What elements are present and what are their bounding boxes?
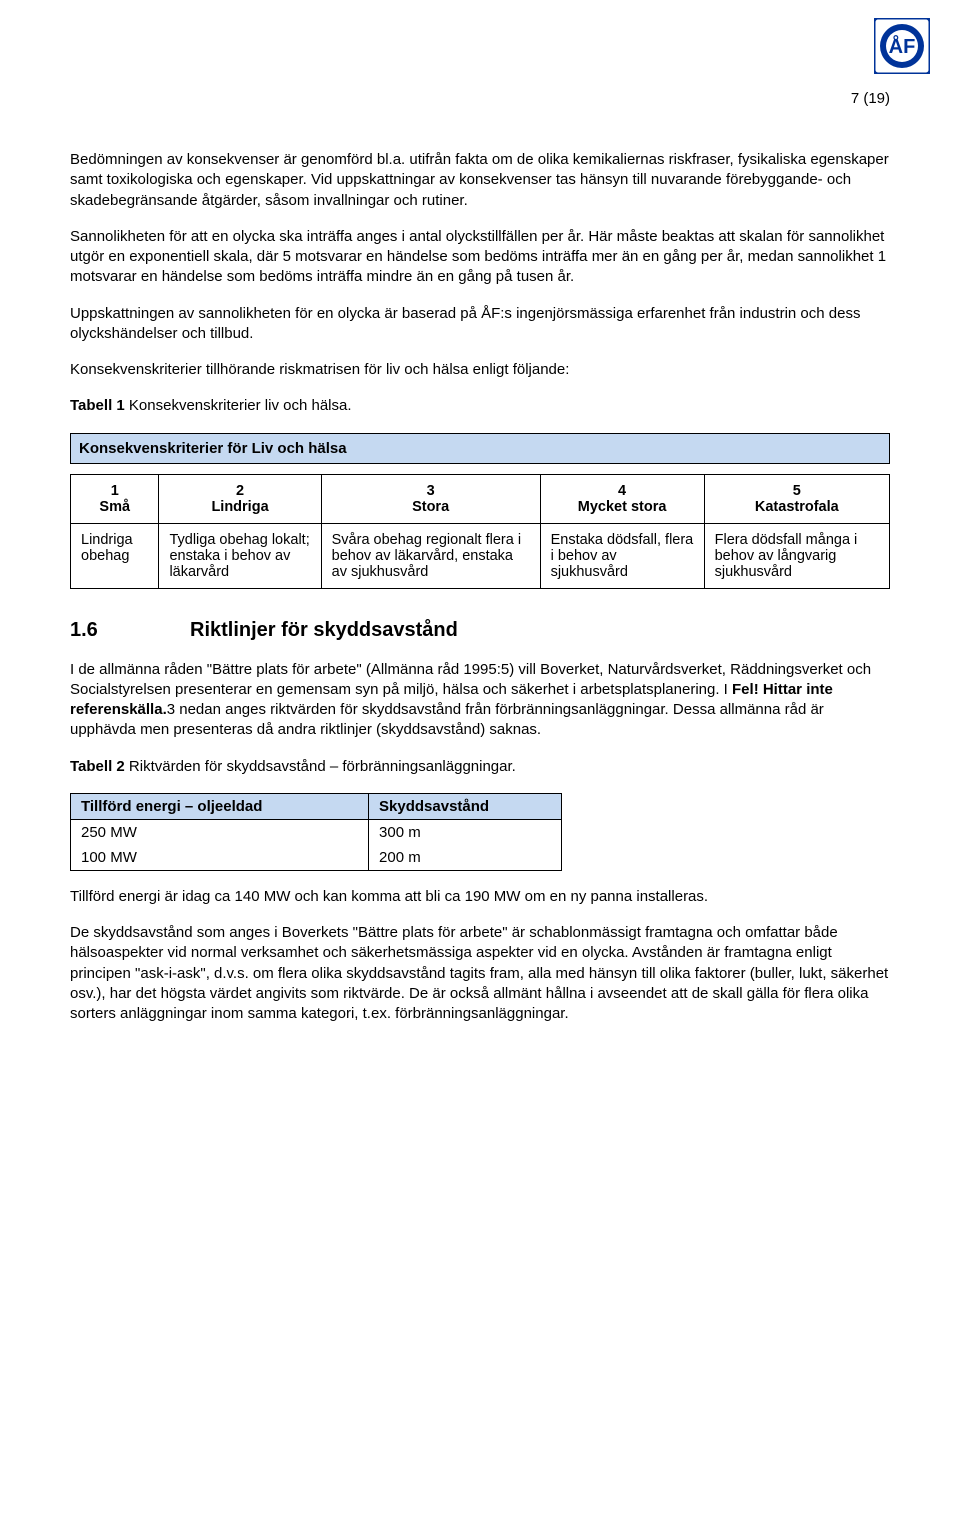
paragraph: Uppskattningen av sannolikheten för en o… [70, 304, 890, 345]
paragraph: De skyddsavstånd som anges i Boverkets "… [70, 923, 890, 1024]
criteria-title-bar: Konsekvenskriterier för Liv och hälsa [70, 433, 890, 464]
table-caption: Tabell 1 Konsekvenskriterier liv och häl… [70, 396, 890, 416]
caption-prefix: Tabell 2 [70, 758, 125, 775]
criteria-num: 5 [704, 474, 889, 499]
table-cell: 200 m [369, 845, 562, 871]
table-cell: 300 m [369, 819, 562, 845]
criteria-label: Lindriga [159, 499, 321, 524]
text-run: 3 nedan anges riktvärden för skyddsavstå… [70, 701, 824, 738]
table-cell: 250 MW [71, 819, 369, 845]
criteria-desc: Svåra obehag regionalt flera i behov av … [321, 523, 540, 588]
criteria-desc: Lindriga obehag [71, 523, 159, 588]
table-header: Skyddsavstånd [369, 793, 562, 819]
caption-prefix: Tabell 1 [70, 397, 125, 414]
page-content: Bedömningen av konsekvenser är genomförd… [70, 150, 890, 1024]
skydd-table: Tillförd energi – oljeeldad Skyddsavstån… [70, 793, 562, 871]
table-header: Tillförd energi – oljeeldad [71, 793, 369, 819]
criteria-num: 2 [159, 474, 321, 499]
page-number: 7 (19) [851, 90, 890, 107]
section-heading: 1.6Riktlinjer för skyddsavstånd [70, 619, 890, 642]
criteria-label: Katastrofala [704, 499, 889, 524]
criteria-label: Små [71, 499, 159, 524]
logo-af: ÅF [874, 18, 930, 74]
criteria-num: 4 [540, 474, 704, 499]
table-caption: Tabell 2 Riktvärden för skyddsavstånd – … [70, 757, 890, 777]
paragraph: Bedömningen av konsekvenser är genomförd… [70, 150, 890, 211]
paragraph: Sannolikheten för att en olycka ska intr… [70, 227, 890, 288]
criteria-label: Stora [321, 499, 540, 524]
criteria-num: 1 [71, 474, 159, 499]
table-cell: 100 MW [71, 845, 369, 871]
caption-rest: Riktvärden för skyddsavstånd – förbränni… [125, 758, 516, 775]
criteria-table: 1 2 3 4 5 Små Lindriga Stora Mycket stor… [70, 474, 890, 589]
paragraph: Konsekvenskriterier tillhörande riskmatr… [70, 360, 890, 380]
svg-text:ÅF: ÅF [889, 34, 916, 58]
criteria-desc: Enstaka dödsfall, flera i behov av sjukh… [540, 523, 704, 588]
section-number: 1.6 [70, 619, 190, 642]
criteria-num: 3 [321, 474, 540, 499]
caption-rest: Konsekvenskriterier liv och hälsa. [125, 397, 352, 414]
section-title: Riktlinjer för skyddsavstånd [190, 619, 458, 641]
criteria-desc: Tydliga obehag lokalt; enstaka i behov a… [159, 523, 321, 588]
paragraph: I de allmänna råden "Bättre plats för ar… [70, 660, 890, 741]
criteria-label: Mycket stora [540, 499, 704, 524]
paragraph: Tillförd energi är idag ca 140 MW och ka… [70, 887, 890, 907]
criteria-desc: Flera dödsfall många i behov av långvari… [704, 523, 889, 588]
